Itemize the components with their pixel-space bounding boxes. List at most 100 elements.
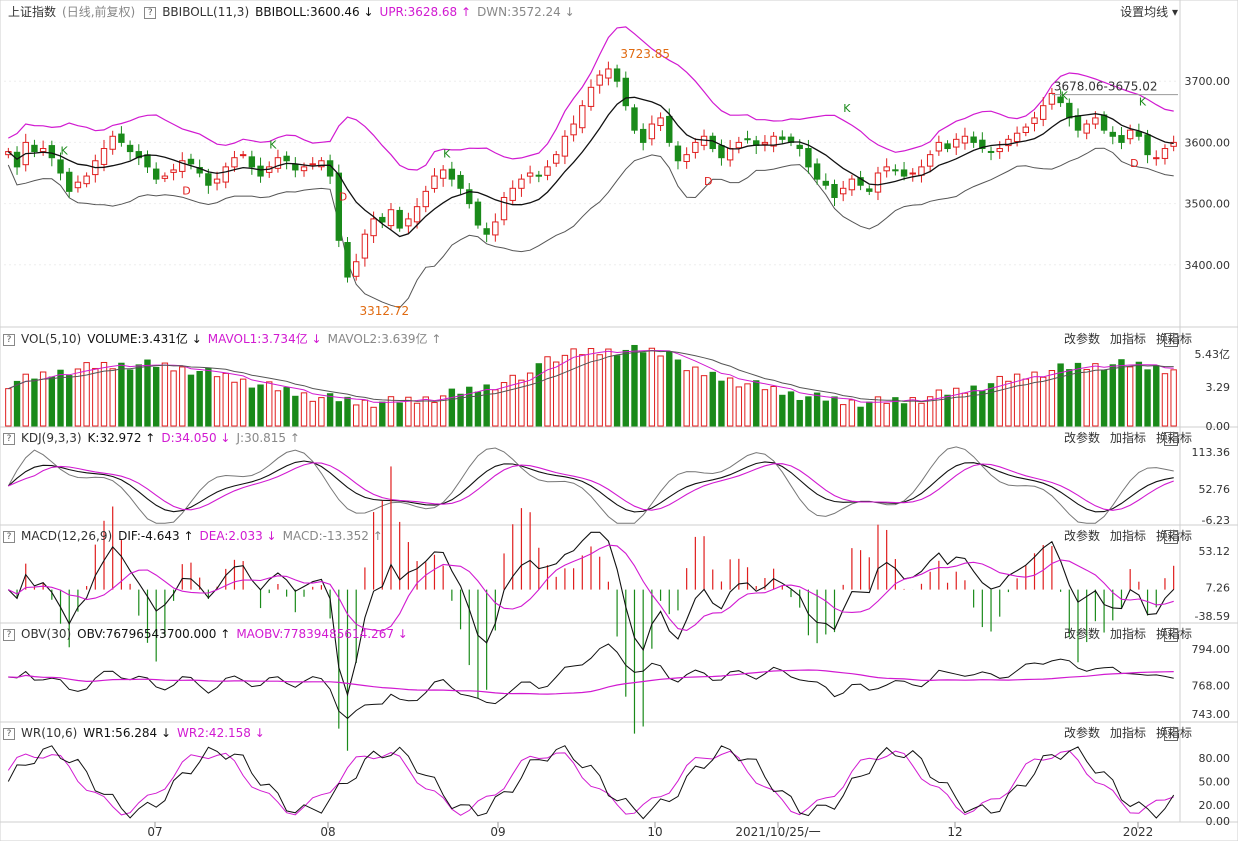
help-icon[interactable]: ? — [3, 727, 15, 740]
candle — [1144, 134, 1151, 156]
volume-bar — [439, 395, 447, 427]
mavol2-line — [8, 350, 1174, 403]
kdj-name[interactable]: KDJ(9,3,3) — [21, 431, 82, 445]
indicator-name[interactable]: BBIBOLL(11,3) — [162, 5, 250, 19]
close-icon[interactable]: × — [1164, 628, 1178, 642]
candle — [970, 136, 977, 143]
volume-bar — [492, 389, 499, 427]
candle — [300, 166, 308, 172]
candle — [779, 136, 786, 140]
dwn-value: DWN:3572.24 ↓ — [477, 5, 575, 19]
volume-bar — [596, 354, 603, 427]
volume-bar — [1161, 373, 1169, 427]
upr-value: UPR:3628.68 ↑ — [379, 5, 472, 19]
arrow-up-icon: ↑ — [457, 5, 472, 19]
candle — [500, 196, 508, 221]
volume-bar — [396, 402, 403, 427]
add-indicator-button[interactable]: 加指标 — [1109, 627, 1146, 641]
volume-bar — [474, 391, 482, 427]
candle — [1126, 129, 1134, 140]
candle — [439, 169, 447, 179]
candle — [1022, 126, 1030, 133]
candle — [118, 133, 125, 143]
macd-header: ? MACD(12,26,9) DIF:-4.643 ↑ DEA:2.033 ↓ MAC… — [0, 527, 389, 545]
volume-bar — [92, 367, 99, 427]
params-button[interactable]: 改参数 — [1063, 726, 1100, 740]
candle — [605, 68, 612, 79]
candle — [170, 169, 177, 173]
vol-name[interactable]: VOL(5,10) — [21, 332, 82, 346]
macd-name[interactable]: MACD(12,26,9) — [21, 529, 113, 543]
close-icon[interactable]: × — [1164, 333, 1178, 347]
add-indicator-button[interactable]: 加指标 — [1109, 431, 1146, 445]
arrow-down-icon: ↓ — [307, 332, 322, 346]
help-icon[interactable]: ? — [3, 432, 15, 445]
candle — [248, 156, 256, 168]
volume-bar — [1135, 361, 1143, 427]
params-button[interactable]: 改参数 — [1063, 529, 1100, 543]
volume-bar — [666, 351, 673, 427]
add-indicator-button[interactable]: 加指标 — [1109, 726, 1146, 740]
volume-bar — [753, 380, 760, 427]
volume-bar — [718, 380, 725, 427]
macd-dif-line — [7, 531, 1175, 697]
params-button[interactable]: 改参数 — [1063, 431, 1100, 445]
vol-mavol1: MAVOL1:3.734亿 ↓ — [207, 332, 322, 346]
candle — [831, 184, 838, 198]
candle — [1066, 102, 1073, 119]
volume-bar — [1153, 365, 1160, 427]
wr-name[interactable]: WR(10,6) — [21, 726, 78, 740]
volume-bar — [874, 396, 882, 427]
candle — [683, 154, 690, 162]
settings-ma-button[interactable]: 设置均线 ▾ — [1120, 3, 1178, 20]
volume-bar — [831, 396, 838, 427]
candle — [1031, 117, 1038, 124]
volume-bar — [709, 371, 716, 427]
candle — [866, 188, 873, 192]
add-indicator-button[interactable]: 加指标 — [1109, 332, 1146, 346]
close-icon[interactable]: × — [1164, 530, 1178, 544]
price-tick-label: 3700.00 — [1185, 75, 1231, 88]
params-button[interactable]: 改参数 — [1063, 332, 1100, 346]
params-button[interactable]: 改参数 — [1063, 627, 1100, 641]
help-icon[interactable]: ? — [3, 333, 15, 346]
volume-bar — [570, 348, 577, 427]
candle — [857, 177, 864, 186]
k-marker: K — [1139, 96, 1147, 109]
volume-bar — [196, 370, 203, 427]
candle — [926, 154, 934, 167]
k-marker: K — [269, 139, 277, 152]
candle — [109, 135, 116, 150]
volume-bar — [483, 384, 490, 427]
close-icon[interactable]: × — [1164, 432, 1178, 446]
chart-mode: (日线,前复权) — [62, 5, 136, 19]
volume-bar — [1109, 364, 1116, 427]
indicator-tick-label: 52.76 — [1199, 483, 1231, 496]
candle — [361, 233, 369, 259]
volume-bar — [500, 382, 508, 427]
volume-bar — [5, 388, 12, 427]
volume-bar — [66, 375, 73, 427]
volume-bar — [926, 396, 934, 427]
indicator-tick-label: -6.23 — [1202, 514, 1230, 527]
close-icon[interactable]: × — [1164, 727, 1178, 741]
bbiboll-value: BBIBOLL:3600.46 ↓ — [255, 5, 374, 19]
volume-bar — [970, 385, 977, 427]
obv-name[interactable]: OBV(30) — [21, 627, 72, 641]
add-indicator-button[interactable]: 加指标 — [1109, 529, 1146, 543]
volume-bar — [631, 344, 638, 427]
help-icon[interactable]: ? — [3, 530, 15, 543]
candle — [1005, 138, 1012, 147]
macd-dea-line — [8, 544, 1174, 632]
arrow-down-icon: ↓ — [393, 627, 408, 641]
candle — [770, 135, 777, 147]
indicator-tick-label: 53.12 — [1199, 545, 1231, 558]
help-icon[interactable]: ? — [144, 6, 157, 19]
volume-bar — [1074, 362, 1082, 427]
help-icon[interactable]: ? — [3, 628, 15, 641]
volume-bar — [822, 400, 829, 427]
volume-bar — [300, 392, 308, 427]
candle — [422, 190, 429, 208]
